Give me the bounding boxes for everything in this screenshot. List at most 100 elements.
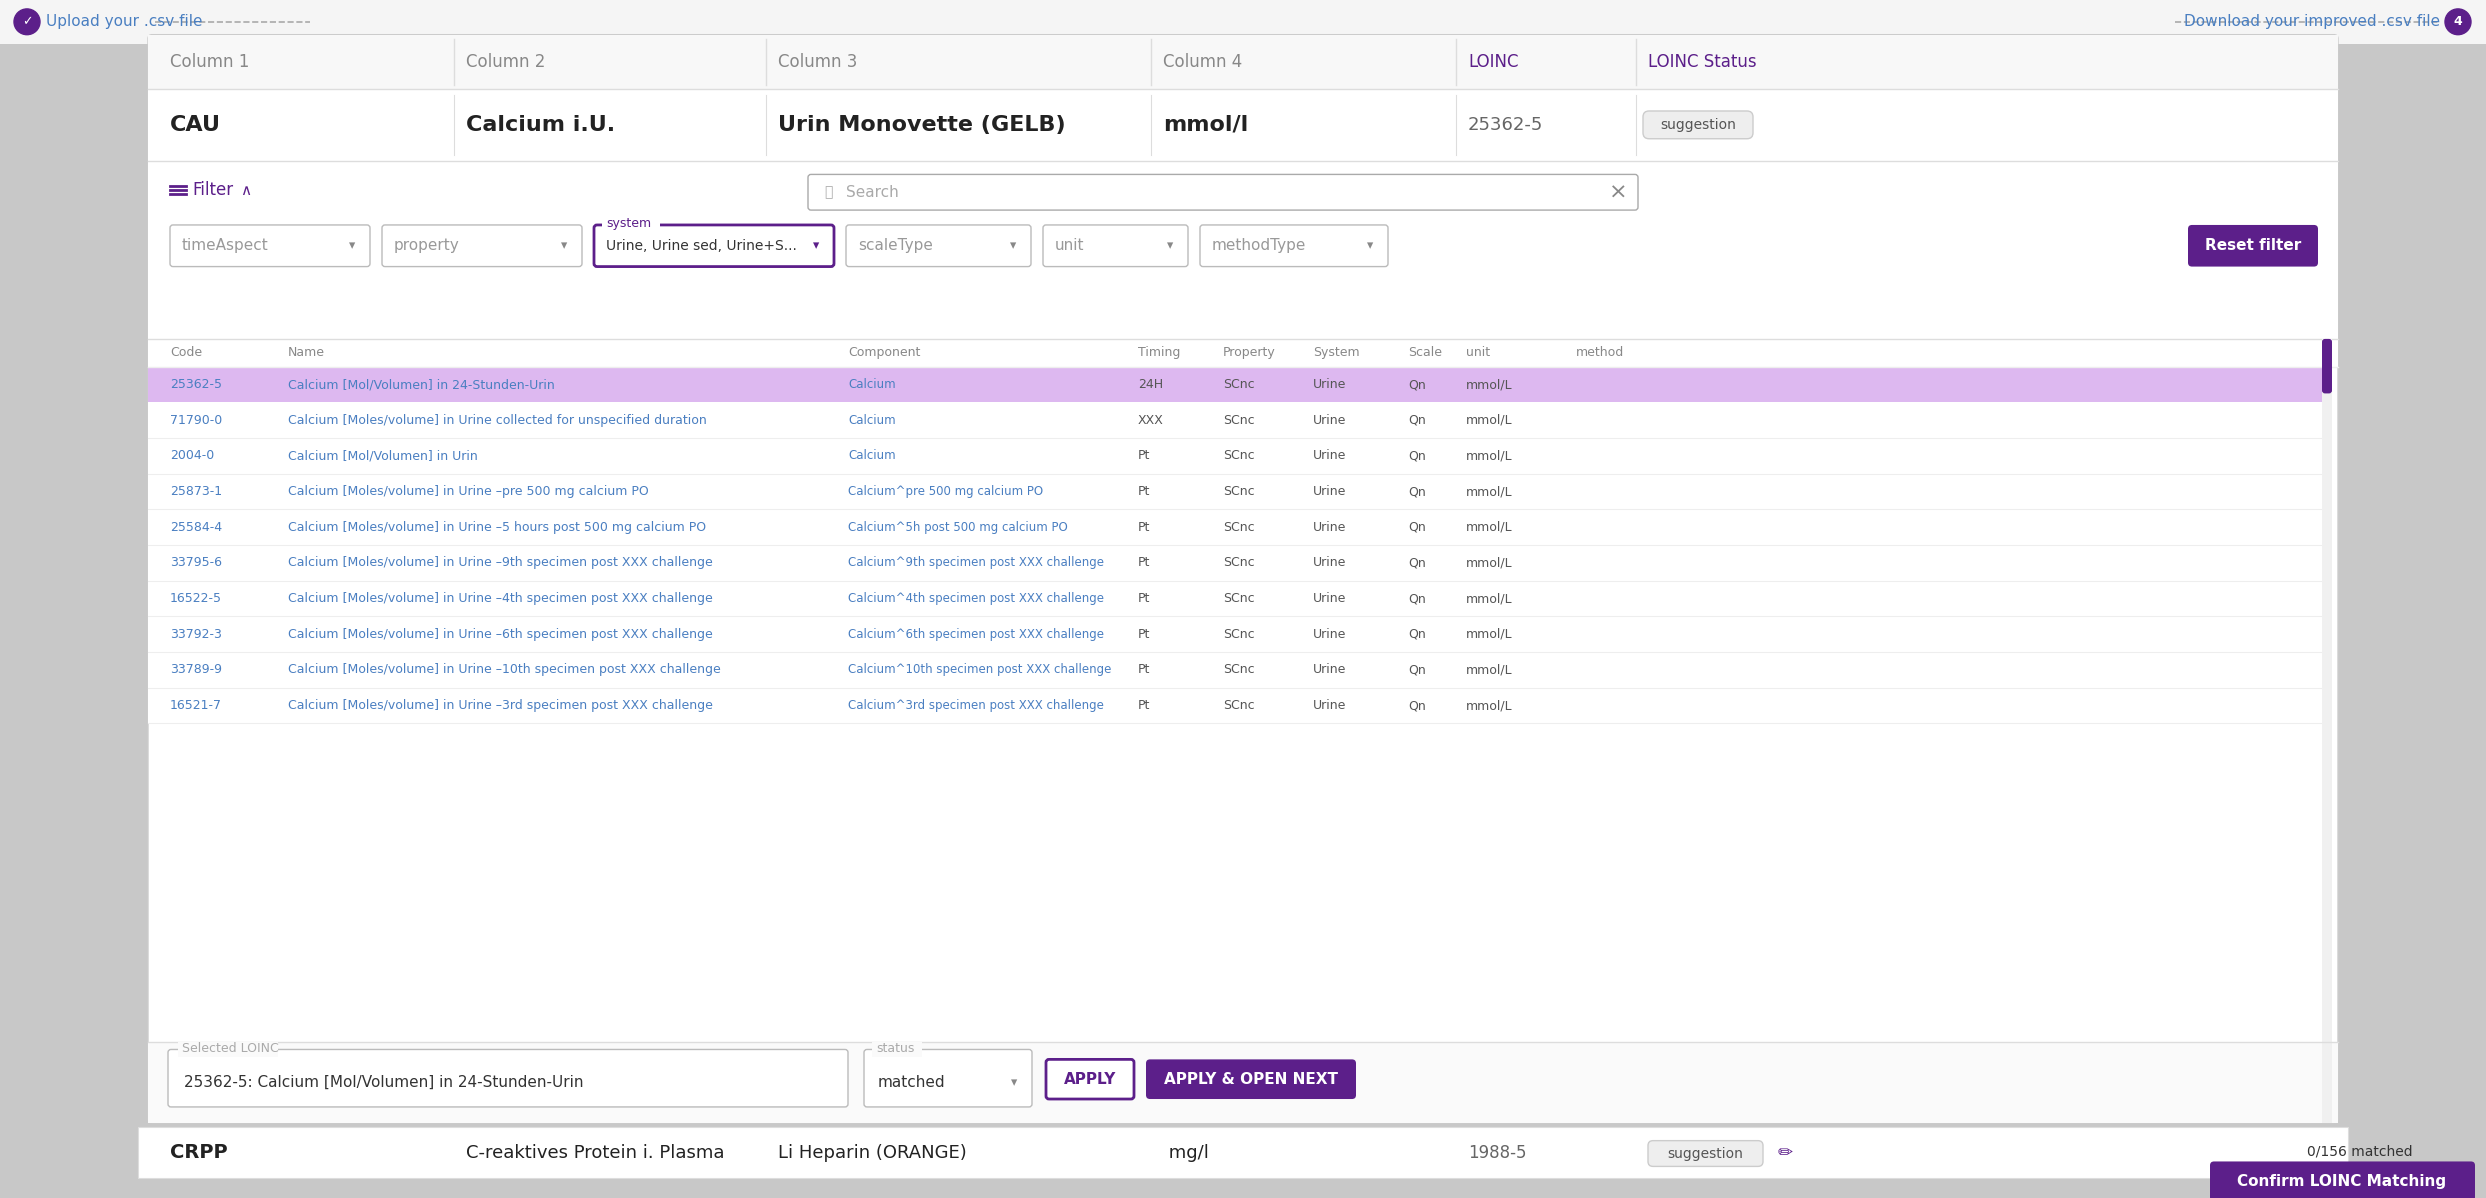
FancyBboxPatch shape xyxy=(2188,225,2317,267)
Text: LOINC: LOINC xyxy=(1469,53,1519,71)
FancyBboxPatch shape xyxy=(149,367,2322,403)
Text: SCnc: SCnc xyxy=(1223,664,1255,677)
Text: 25362-5: Calcium [Mol/Volumen] in 24-Stunden-Urin: 25362-5: Calcium [Mol/Volumen] in 24-Stu… xyxy=(184,1075,584,1090)
Text: Pt: Pt xyxy=(1139,592,1151,605)
FancyBboxPatch shape xyxy=(1643,111,1753,139)
FancyBboxPatch shape xyxy=(149,438,2322,473)
Text: ▾: ▾ xyxy=(813,240,818,253)
Text: method: method xyxy=(1576,346,1623,359)
Text: Calcium i.U.: Calcium i.U. xyxy=(465,115,614,135)
Text: Urine: Urine xyxy=(1313,700,1347,712)
Text: Qn: Qn xyxy=(1407,449,1427,462)
Text: 25362-5: 25362-5 xyxy=(169,379,221,391)
Text: mmol/L: mmol/L xyxy=(1467,664,1511,677)
FancyBboxPatch shape xyxy=(1648,1140,1763,1167)
FancyBboxPatch shape xyxy=(149,581,2322,617)
Text: APPLY: APPLY xyxy=(1064,1072,1116,1087)
Text: Timing: Timing xyxy=(1139,346,1181,359)
Text: SCnc: SCnc xyxy=(1223,628,1255,641)
FancyBboxPatch shape xyxy=(149,652,2322,688)
FancyBboxPatch shape xyxy=(845,225,1032,267)
Text: ×: × xyxy=(1608,182,1628,202)
Text: Pt: Pt xyxy=(1139,628,1151,641)
Text: Qn: Qn xyxy=(1407,700,1427,712)
Text: Pt: Pt xyxy=(1139,485,1151,498)
Text: unit: unit xyxy=(1054,238,1084,253)
Text: Calcium [Mol/Volumen] in 24-Stunden-Urin: Calcium [Mol/Volumen] in 24-Stunden-Urin xyxy=(288,379,554,391)
Text: Qn: Qn xyxy=(1407,628,1427,641)
Text: Calcium: Calcium xyxy=(848,449,895,462)
Text: 25873-1: 25873-1 xyxy=(169,485,221,498)
Text: 0/156 matched: 0/156 matched xyxy=(2307,1144,2414,1158)
Text: status: status xyxy=(875,1042,915,1055)
FancyBboxPatch shape xyxy=(149,339,2337,367)
Text: Li Heparin (ORANGE): Li Heparin (ORANGE) xyxy=(778,1144,967,1162)
Text: Selected LOINC: Selected LOINC xyxy=(181,1042,278,1055)
FancyBboxPatch shape xyxy=(149,688,2322,724)
Text: mmol/L: mmol/L xyxy=(1467,485,1511,498)
FancyBboxPatch shape xyxy=(149,35,2337,1123)
Text: Qn: Qn xyxy=(1407,556,1427,569)
Text: mmol/L: mmol/L xyxy=(1467,592,1511,605)
Text: Urine: Urine xyxy=(1313,592,1347,605)
Text: ▾: ▾ xyxy=(1012,1076,1017,1089)
Text: Calcium^9th specimen post XXX challenge: Calcium^9th specimen post XXX challenge xyxy=(848,556,1104,569)
Text: 33795-6: 33795-6 xyxy=(169,556,221,569)
Text: Upload your .csv file: Upload your .csv file xyxy=(47,14,201,29)
Text: Urine: Urine xyxy=(1313,379,1347,391)
Text: 33792-3: 33792-3 xyxy=(169,628,221,641)
Text: methodType: methodType xyxy=(1213,238,1305,253)
Text: Scale: Scale xyxy=(1407,346,1442,359)
Text: ▾: ▾ xyxy=(1166,240,1173,253)
FancyBboxPatch shape xyxy=(149,161,2337,339)
Text: Qn: Qn xyxy=(1407,379,1427,391)
Text: Qn: Qn xyxy=(1407,521,1427,534)
Text: Pt: Pt xyxy=(1139,664,1151,677)
Text: timeAspect: timeAspect xyxy=(181,238,268,253)
Text: XXX: XXX xyxy=(1139,413,1163,426)
Text: mmol/L: mmol/L xyxy=(1467,379,1511,391)
FancyBboxPatch shape xyxy=(1201,225,1387,267)
Text: Pt: Pt xyxy=(1139,521,1151,534)
Text: LOINC Status: LOINC Status xyxy=(1648,53,1758,71)
FancyBboxPatch shape xyxy=(865,1049,1032,1107)
Text: Urine: Urine xyxy=(1313,449,1347,462)
FancyBboxPatch shape xyxy=(383,225,582,267)
FancyBboxPatch shape xyxy=(2322,339,2332,1123)
FancyBboxPatch shape xyxy=(139,1127,2347,1179)
Text: Pt: Pt xyxy=(1139,700,1151,712)
FancyBboxPatch shape xyxy=(149,403,2322,438)
Text: CAU: CAU xyxy=(169,115,221,135)
Text: property: property xyxy=(393,238,460,253)
Circle shape xyxy=(15,8,40,35)
Text: C-reaktives Protein i. Plasma: C-reaktives Protein i. Plasma xyxy=(465,1144,723,1162)
Text: Urine: Urine xyxy=(1313,413,1347,426)
Text: Column 2: Column 2 xyxy=(465,53,544,71)
Text: unit: unit xyxy=(1467,346,1489,359)
Text: scaleType: scaleType xyxy=(858,238,932,253)
Text: SCnc: SCnc xyxy=(1223,556,1255,569)
Text: SCnc: SCnc xyxy=(1223,592,1255,605)
Text: Urine: Urine xyxy=(1313,556,1347,569)
FancyBboxPatch shape xyxy=(594,225,833,267)
Text: 16522-5: 16522-5 xyxy=(169,592,221,605)
Text: SCnc: SCnc xyxy=(1223,413,1255,426)
Text: Urine: Urine xyxy=(1313,521,1347,534)
Text: ✏: ✏ xyxy=(1777,1144,1792,1162)
FancyBboxPatch shape xyxy=(149,617,2322,652)
Text: Property: Property xyxy=(1223,346,1275,359)
Text: Urine: Urine xyxy=(1313,485,1347,498)
Text: Search: Search xyxy=(845,184,900,200)
Text: Qn: Qn xyxy=(1407,413,1427,426)
Text: Calcium [Moles/volume] in Urine –pre 500 mg calcium PO: Calcium [Moles/volume] in Urine –pre 500… xyxy=(288,485,649,498)
Text: Qn: Qn xyxy=(1407,664,1427,677)
FancyBboxPatch shape xyxy=(1044,225,1188,267)
FancyBboxPatch shape xyxy=(873,1041,922,1058)
FancyBboxPatch shape xyxy=(149,545,2322,581)
Text: ∧: ∧ xyxy=(241,183,251,198)
Text: Calcium [Moles/volume] in Urine collected for unspecified duration: Calcium [Moles/volume] in Urine collecte… xyxy=(288,413,706,426)
Text: Urine: Urine xyxy=(1313,664,1347,677)
Text: Column 1: Column 1 xyxy=(169,53,249,71)
Text: CRPP: CRPP xyxy=(169,1143,229,1162)
Text: Calcium: Calcium xyxy=(848,413,895,426)
